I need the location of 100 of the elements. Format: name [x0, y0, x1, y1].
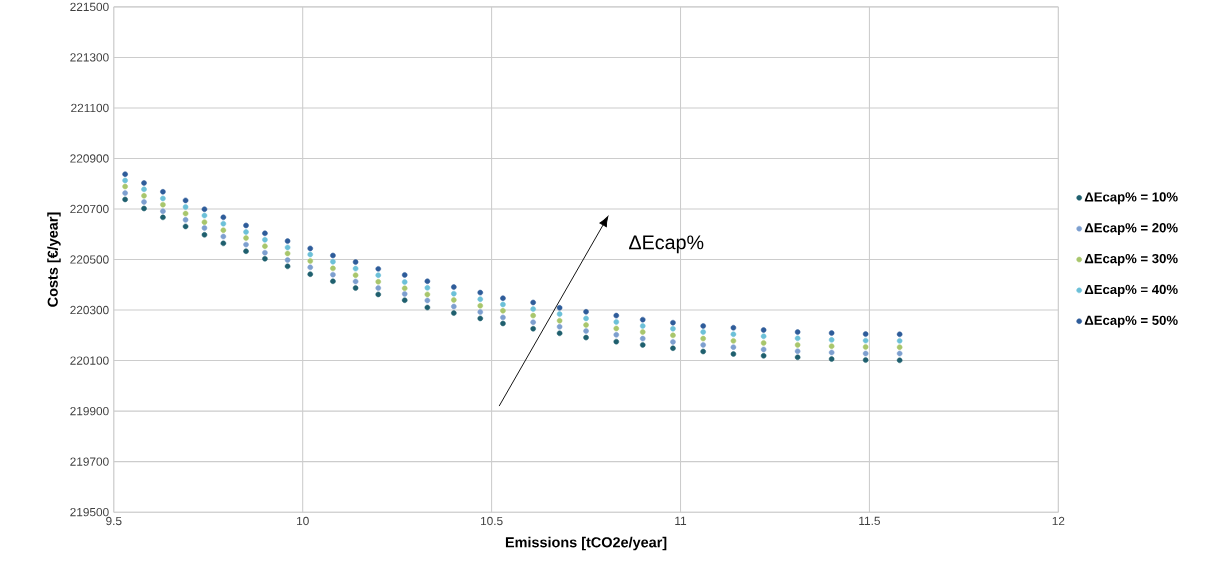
point	[556, 311, 563, 317]
point	[500, 320, 506, 327]
point	[424, 284, 431, 291]
point	[243, 241, 249, 248]
point	[122, 190, 128, 196]
point	[828, 349, 835, 356]
point	[794, 329, 801, 335]
point	[424, 297, 431, 304]
point	[375, 285, 382, 291]
point	[262, 236, 268, 243]
point	[760, 333, 767, 339]
point	[556, 304, 563, 311]
point	[670, 319, 676, 326]
point	[613, 312, 620, 319]
point	[375, 291, 382, 297]
point	[182, 204, 189, 210]
point	[122, 171, 128, 177]
legend-label: ΔEcap% = 10%	[1084, 192, 1178, 205]
point	[530, 306, 536, 312]
point	[284, 244, 291, 251]
point	[401, 285, 408, 291]
point	[530, 319, 536, 325]
point	[583, 328, 589, 334]
point	[375, 272, 382, 278]
point	[375, 278, 382, 285]
point	[530, 325, 536, 332]
point	[451, 284, 457, 290]
point	[243, 235, 249, 241]
point	[220, 240, 227, 246]
x-tick-label: 10.5	[481, 516, 503, 526]
point	[220, 233, 227, 240]
point	[730, 331, 737, 337]
y-tick-label: 221100	[71, 103, 109, 112]
point	[401, 297, 408, 303]
point	[141, 186, 147, 192]
point	[182, 197, 189, 204]
legend-label: ΔEcap% = 30%	[1084, 253, 1178, 266]
point	[330, 252, 336, 259]
point	[500, 301, 506, 308]
point	[613, 319, 620, 325]
point	[862, 357, 869, 363]
point	[160, 208, 166, 214]
point	[262, 230, 268, 236]
point	[794, 348, 801, 354]
point	[794, 342, 801, 348]
y-tick-label: 219500	[70, 507, 109, 517]
point	[424, 291, 431, 297]
point	[670, 338, 676, 345]
point	[220, 214, 227, 220]
point	[477, 302, 484, 309]
point	[160, 201, 166, 208]
point	[160, 188, 166, 195]
point	[243, 248, 249, 254]
y-tick-label: 220900	[70, 154, 109, 163]
point	[330, 265, 336, 271]
point	[284, 238, 291, 244]
point	[451, 297, 457, 303]
point	[556, 323, 563, 330]
point	[201, 206, 208, 212]
point	[375, 265, 382, 272]
point	[352, 259, 359, 265]
point	[141, 199, 147, 205]
point	[352, 265, 359, 272]
point	[530, 299, 536, 306]
point	[670, 325, 676, 332]
point	[220, 227, 227, 233]
point	[451, 290, 457, 297]
y-tick-label: 219900	[70, 406, 109, 416]
point	[862, 331, 869, 337]
point	[352, 278, 359, 285]
point	[700, 329, 706, 335]
point	[760, 339, 767, 346]
y-axis-title: Costs [€/year]	[47, 212, 61, 307]
point	[862, 337, 869, 344]
y-tick-label: 220500	[70, 255, 109, 264]
point	[760, 346, 767, 353]
point	[451, 303, 457, 310]
point	[730, 344, 737, 350]
y-tick-label: 221500	[70, 2, 109, 11]
point	[730, 337, 737, 344]
x-tick-label: 9.5	[106, 516, 122, 526]
point	[262, 243, 268, 249]
point	[182, 223, 189, 230]
point	[583, 334, 589, 341]
point	[122, 183, 128, 190]
point	[530, 312, 536, 319]
point	[243, 222, 249, 229]
point	[401, 279, 408, 285]
point	[730, 351, 737, 357]
point	[284, 257, 291, 263]
point	[352, 285, 359, 291]
point	[896, 337, 903, 344]
point	[794, 354, 801, 360]
point	[477, 296, 484, 302]
point	[352, 272, 359, 278]
point	[330, 271, 336, 278]
point	[141, 205, 147, 212]
point	[760, 352, 767, 359]
point	[330, 278, 336, 284]
point	[896, 344, 903, 350]
